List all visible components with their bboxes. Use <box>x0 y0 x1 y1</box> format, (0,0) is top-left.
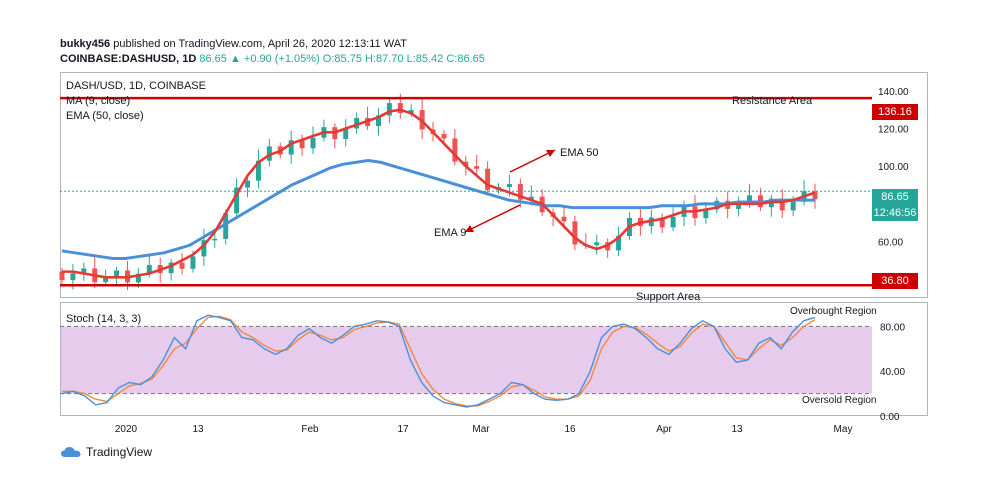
candle-body <box>59 271 65 281</box>
candle-body <box>354 117 360 129</box>
brand-logo: TradingView <box>60 445 152 459</box>
candle-body <box>659 217 665 228</box>
candle-body <box>179 262 185 269</box>
stoch-legend: Stoch (14, 3, 3) <box>66 313 142 325</box>
ma-legend: MA (9, close) <box>66 95 131 107</box>
publish-info-text: published on TradingView.com, April 26, … <box>110 38 407 50</box>
candle-body <box>616 236 622 251</box>
support-price-label: 36.80 <box>872 273 918 289</box>
ema9-arrowhead <box>465 225 474 232</box>
stoch-tick-label: 0.00 <box>880 412 900 423</box>
x-tick-label: May <box>834 424 853 435</box>
candle-body <box>343 128 349 140</box>
x-tick-label: Feb <box>301 424 319 435</box>
candle-body <box>561 216 567 222</box>
candle-body <box>703 209 709 219</box>
candle-body <box>779 198 785 211</box>
candle-body <box>812 191 818 200</box>
candle-body <box>485 168 491 191</box>
candle-body <box>375 115 381 127</box>
oversold-label: Oversold Region <box>802 395 877 406</box>
candle-body <box>81 268 87 274</box>
candle-body <box>223 213 229 239</box>
overbought-label: Overbought Region <box>790 306 877 317</box>
symbol-name: COINBASE:DASHUSD, 1D <box>60 53 197 65</box>
candle-body <box>70 273 76 281</box>
ema9-arrow <box>464 204 521 233</box>
candle-body <box>594 242 600 246</box>
candle-body <box>736 202 742 209</box>
ema50-arrowhead <box>546 150 555 157</box>
stoch-d-line <box>62 315 816 407</box>
candle-body <box>408 110 414 114</box>
candle-body <box>528 196 534 200</box>
ema50-annotation: EMA 50 <box>560 147 599 159</box>
candle-body <box>670 216 676 228</box>
stoch-tick-label: 40.00 <box>880 367 905 378</box>
candle-body <box>572 221 578 245</box>
change-text: ▲ +0.90 (+1.05%) <box>229 53 320 65</box>
candle-body <box>506 184 512 188</box>
y-tick-label: 120.00 <box>878 125 909 136</box>
candle-body <box>135 273 141 283</box>
candle-body <box>201 240 207 257</box>
candle-body <box>386 103 392 116</box>
brand-name: TradingView <box>86 445 153 459</box>
stoch-band <box>61 326 872 394</box>
ema-legend: EMA (50, close) <box>66 110 144 122</box>
support-label: Support Area <box>636 291 701 303</box>
x-tick-label: Apr <box>656 424 672 435</box>
candle-body <box>463 161 469 167</box>
chart-title: DASH/USD, 1D, COINBASE <box>66 80 206 92</box>
ema50-line <box>61 159 815 260</box>
price-panel <box>60 72 928 298</box>
last-price-label: 86.65 <box>872 189 918 205</box>
ema50-arrow <box>509 149 556 173</box>
candle-body <box>397 103 403 114</box>
candle-body <box>288 140 294 155</box>
candle-body <box>255 160 261 181</box>
candle-body <box>190 256 196 269</box>
x-tick-label: 16 <box>564 424 576 435</box>
ohlc-text: O:85.75 H:87.70 L:85.42 C:86.65 <box>322 53 485 65</box>
candle-body <box>114 270 120 278</box>
y-tick-label: 140.00 <box>878 87 909 98</box>
candle-body <box>245 180 251 188</box>
candle-body <box>234 187 240 214</box>
candle-body <box>747 195 753 203</box>
x-tick-label: Mar <box>472 424 490 435</box>
candle-body <box>146 265 152 274</box>
stoch-panel <box>60 302 928 416</box>
x-tick-label: 13 <box>192 424 204 435</box>
y-tick-label: 60.00 <box>878 238 903 249</box>
candle-body <box>441 133 447 139</box>
x-tick-label: 17 <box>397 424 409 435</box>
x-tick-label: 13 <box>731 424 743 435</box>
y-tick-label: 100.00 <box>878 162 909 173</box>
x-tick-label: 2020 <box>115 424 138 435</box>
candle-body <box>212 238 218 241</box>
candle-body <box>517 184 523 200</box>
candle-body <box>103 277 109 283</box>
candle-body <box>790 201 796 211</box>
stoch-k-line <box>61 314 816 408</box>
publish-info: bukky456 published on TradingView.com, A… <box>60 38 407 50</box>
candle-body <box>168 262 174 274</box>
countdown-label: 12:46:56 <box>872 205 918 221</box>
stoch-tick-label: 80.00 <box>880 322 905 333</box>
ema9-line <box>62 108 816 279</box>
cloud-icon <box>61 447 81 457</box>
last-price-text: 86.65 <box>199 53 227 65</box>
candle-body <box>299 140 305 149</box>
candle-body <box>474 166 480 169</box>
symbol-info: COINBASE:DASHUSD, 1D 86.65 ▲ +0.90 (+1.0… <box>60 53 485 65</box>
resistance-price-label: 136.16 <box>872 104 918 120</box>
publisher-name: bukky456 <box>60 38 111 50</box>
ema9-annotation: EMA 9 <box>434 227 467 239</box>
candle-body <box>310 137 316 149</box>
resistance-label: Resistance Area <box>732 95 813 107</box>
candle-body <box>452 138 458 162</box>
